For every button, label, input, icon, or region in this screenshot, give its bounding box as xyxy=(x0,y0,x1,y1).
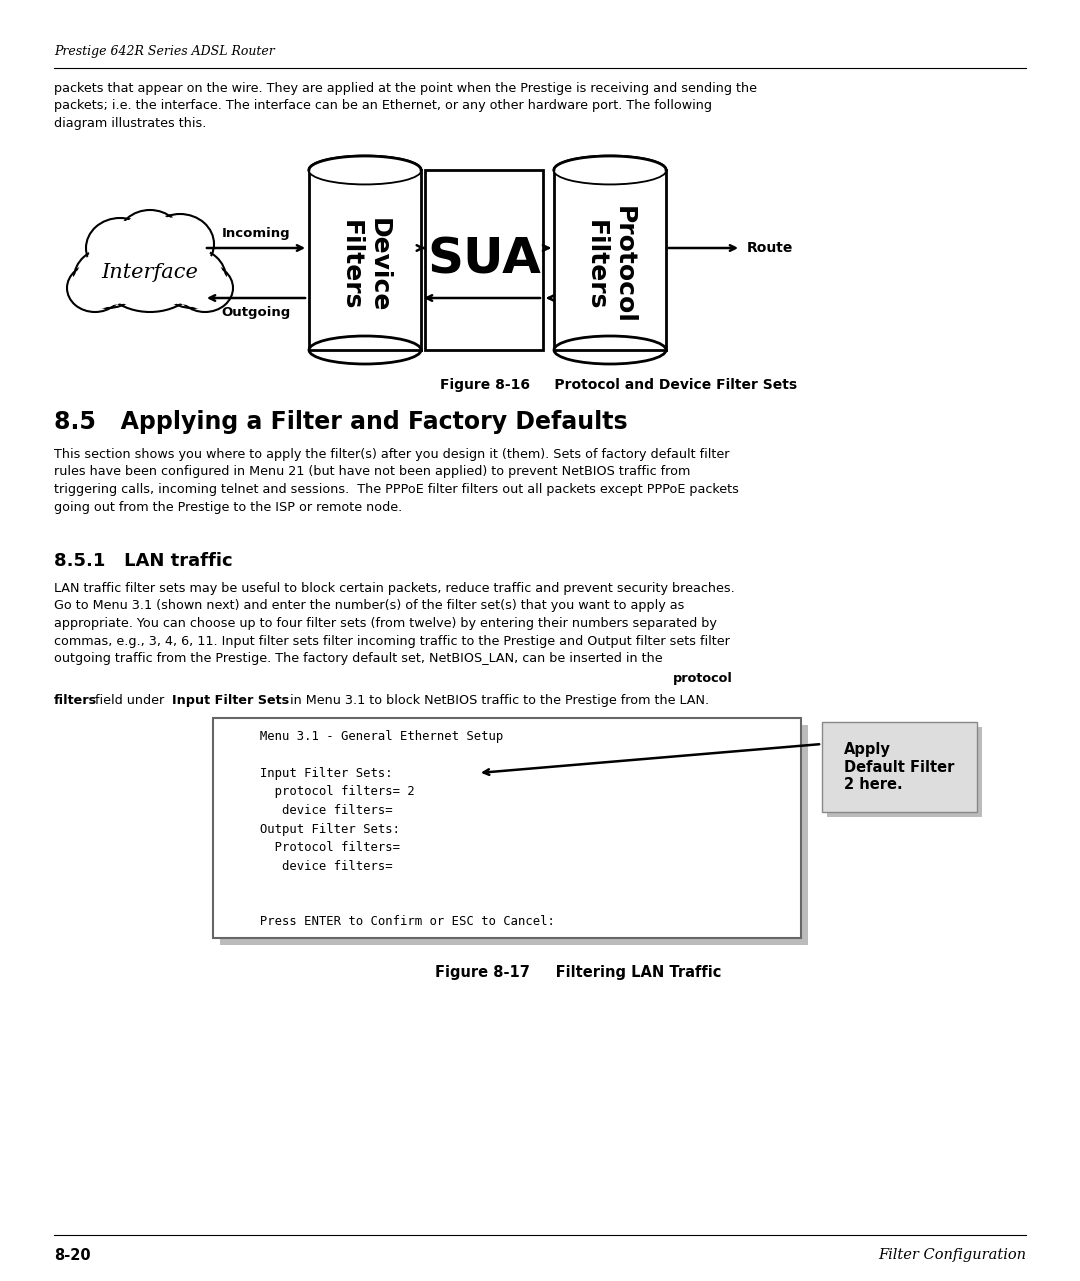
Ellipse shape xyxy=(75,249,141,307)
Bar xyxy=(554,170,666,350)
Ellipse shape xyxy=(179,266,230,310)
Text: Protocol and Device Filter Sets: Protocol and Device Filter Sets xyxy=(530,378,797,392)
Ellipse shape xyxy=(98,227,202,310)
Text: Protocol
Filters: Protocol Filters xyxy=(584,206,636,324)
Text: Filter Configuration: Filter Configuration xyxy=(878,1248,1026,1262)
Ellipse shape xyxy=(121,213,179,264)
Text: This section shows you where to apply the filter(s) after you design it (them). : This section shows you where to apply th… xyxy=(54,448,739,514)
Ellipse shape xyxy=(77,251,139,305)
Text: 8-20: 8-20 xyxy=(54,1248,91,1263)
Text: filters: filters xyxy=(54,694,97,707)
Ellipse shape xyxy=(86,218,154,278)
Text: in Menu 3.1 to block NetBIOS traffic to the Prestige from the LAN.: in Menu 3.1 to block NetBIOS traffic to … xyxy=(286,694,710,707)
Ellipse shape xyxy=(96,224,204,313)
Text: SUA: SUA xyxy=(427,236,541,284)
Ellipse shape xyxy=(309,156,421,184)
Text: Menu 3.1 - General Ethernet Setup

     Input Filter Sets:
       protocol filte: Menu 3.1 - General Ethernet Setup Input … xyxy=(222,730,555,927)
Text: Apply
Default Filter
2 here.: Apply Default Filter 2 here. xyxy=(845,742,955,792)
Ellipse shape xyxy=(554,336,666,364)
Ellipse shape xyxy=(309,336,421,364)
Ellipse shape xyxy=(158,249,226,307)
Bar xyxy=(309,170,421,350)
Text: Input Filter Sets: Input Filter Sets xyxy=(172,694,289,707)
Ellipse shape xyxy=(149,216,212,272)
Bar xyxy=(426,170,543,350)
Text: field under: field under xyxy=(91,694,168,707)
Ellipse shape xyxy=(69,266,121,310)
Ellipse shape xyxy=(161,251,224,305)
Ellipse shape xyxy=(146,214,214,274)
Text: Device
Filters: Device Filters xyxy=(339,218,391,313)
Text: 8.5   Applying a Filter and Factory Defaults: 8.5 Applying a Filter and Factory Defaul… xyxy=(54,410,627,434)
Bar xyxy=(827,728,982,817)
Text: Figure 8-17: Figure 8-17 xyxy=(435,965,530,980)
Text: Route: Route xyxy=(747,241,794,255)
Text: Incoming: Incoming xyxy=(221,227,291,240)
Text: Figure 8-16: Figure 8-16 xyxy=(440,378,530,392)
Bar xyxy=(220,725,808,945)
Bar xyxy=(822,722,977,812)
Text: LAN traffic filter sets may be useful to block certain packets, reduce traffic a: LAN traffic filter sets may be useful to… xyxy=(54,582,734,665)
Ellipse shape xyxy=(118,210,183,266)
Text: packets that appear on the wire. They are applied at the point when the Prestige: packets that appear on the wire. They ar… xyxy=(54,82,757,129)
Ellipse shape xyxy=(310,156,420,183)
Text: 8.5.1   LAN traffic: 8.5.1 LAN traffic xyxy=(54,552,232,570)
Ellipse shape xyxy=(554,156,666,184)
Bar xyxy=(213,717,801,938)
Text: Outgoing: Outgoing xyxy=(221,306,291,319)
Text: protocol: protocol xyxy=(673,673,733,685)
Text: Interface: Interface xyxy=(102,264,199,283)
Text: Filtering LAN Traffic: Filtering LAN Traffic xyxy=(530,965,721,980)
Ellipse shape xyxy=(177,264,233,313)
Ellipse shape xyxy=(89,220,151,275)
Text: Prestige 642R Series ADSL Router: Prestige 642R Series ADSL Router xyxy=(54,46,274,59)
Ellipse shape xyxy=(554,156,665,183)
Ellipse shape xyxy=(67,264,123,313)
